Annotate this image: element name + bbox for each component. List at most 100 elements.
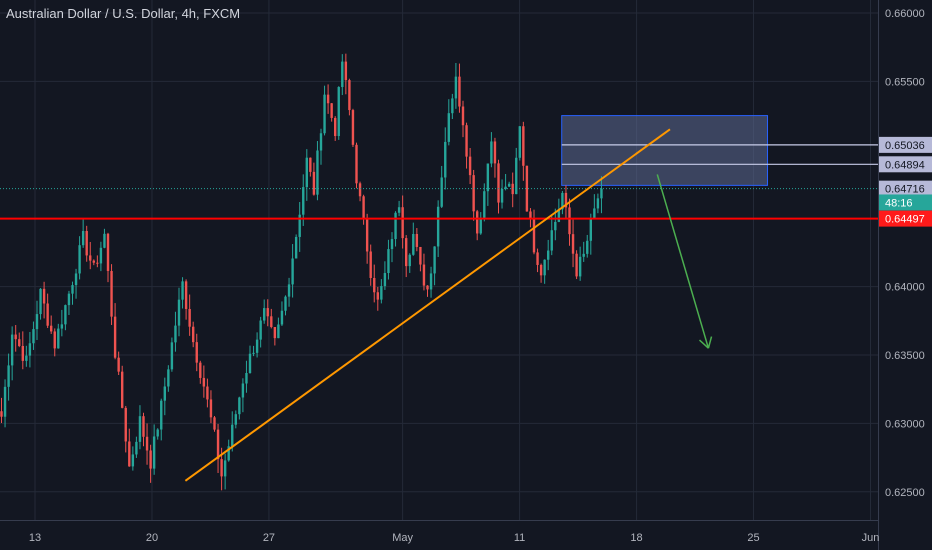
price-tag xyxy=(879,180,932,197)
candle-body xyxy=(483,191,486,218)
x-tick-label: May xyxy=(392,532,413,544)
candle-body xyxy=(461,106,465,126)
candle-body xyxy=(408,254,411,267)
price-tag xyxy=(879,210,932,227)
candle-body xyxy=(429,273,433,290)
price-tag-label: 0.64894 xyxy=(885,159,925,171)
candle-body xyxy=(89,255,92,261)
candle-body xyxy=(220,459,223,477)
y-tick-label: 0.63000 xyxy=(885,418,925,430)
candle-body xyxy=(571,234,575,254)
candle-body xyxy=(507,183,511,187)
candle-body xyxy=(287,284,291,297)
candle-body xyxy=(39,288,42,315)
candle-body xyxy=(92,260,95,263)
candle-body xyxy=(326,94,330,104)
drawing-layer-front xyxy=(0,128,878,482)
candle-body xyxy=(490,141,493,164)
candle-body xyxy=(529,211,532,219)
candle-body xyxy=(578,256,582,277)
candle-body xyxy=(124,407,127,442)
candle-body xyxy=(518,126,521,158)
price-tag-label: 0.64716 xyxy=(885,184,925,196)
arrow-head-icon xyxy=(698,339,709,349)
candle-body xyxy=(447,113,450,142)
candle-body xyxy=(145,436,149,451)
candle-body xyxy=(85,231,88,256)
candle-body xyxy=(373,277,376,293)
x-tick-label: 18 xyxy=(630,532,642,544)
candle-body xyxy=(472,175,475,212)
candle-body xyxy=(358,183,362,197)
candle-body xyxy=(397,207,401,213)
candle-body xyxy=(344,61,348,81)
bearish-arrow-line[interactable] xyxy=(656,174,710,349)
candle-body xyxy=(405,238,408,267)
candle-body xyxy=(18,339,21,347)
candle-body xyxy=(305,157,308,188)
candle-body xyxy=(451,98,454,114)
candle-body xyxy=(394,212,397,240)
candle-body xyxy=(337,87,340,137)
candle-body xyxy=(149,450,152,469)
candle-body xyxy=(28,343,32,356)
price-axis[interactable]: 0.66000 0.65500 0.64000 0.63500 0.63000 0.625… xyxy=(878,0,932,550)
candle-body xyxy=(227,446,230,461)
candle-body xyxy=(131,454,135,467)
resistance-zone[interactable] xyxy=(561,115,769,186)
candle-body xyxy=(362,196,365,219)
candle-body xyxy=(600,188,603,199)
y-tick-label: 0.64000 xyxy=(885,282,925,294)
candle-body xyxy=(280,310,284,325)
candle-body xyxy=(504,186,507,189)
arrow-head-icon xyxy=(707,336,713,349)
candle-body xyxy=(252,352,255,354)
candle-body xyxy=(209,399,213,418)
candle-body xyxy=(312,171,316,195)
candle-body xyxy=(291,258,294,285)
candle-body xyxy=(589,218,592,241)
time-axis[interactable]: 13 20 27 May 11 18 25 Jun xyxy=(0,520,880,545)
candle-body xyxy=(557,209,561,222)
drawing-layer-back xyxy=(561,115,769,186)
candle-body xyxy=(550,230,553,251)
candle-body xyxy=(390,239,394,250)
candle-body xyxy=(532,218,536,253)
candle-body xyxy=(522,126,525,166)
candle-body xyxy=(213,417,216,430)
candle-body xyxy=(330,103,333,118)
candle-body xyxy=(351,110,355,145)
candle-body xyxy=(334,117,337,137)
candle-body xyxy=(468,156,472,176)
candle-body xyxy=(486,163,490,192)
candle-body xyxy=(25,355,28,361)
candle-body xyxy=(465,125,468,157)
candle-body xyxy=(231,424,234,447)
candle-body xyxy=(323,94,326,134)
candle-body xyxy=(277,324,280,339)
candle-body xyxy=(582,253,585,257)
candles-layer xyxy=(0,53,603,491)
candle-body xyxy=(74,273,78,286)
candle-body xyxy=(248,353,252,374)
candle-body xyxy=(138,416,142,442)
candle-body xyxy=(266,308,269,317)
candle-body xyxy=(575,253,578,277)
candle-body xyxy=(284,296,287,311)
candle-body xyxy=(436,206,440,247)
candle-body xyxy=(568,207,571,235)
price-tag xyxy=(879,194,932,211)
candle-body xyxy=(515,157,518,195)
candle-body xyxy=(511,183,514,195)
candle-body xyxy=(316,150,319,195)
candle-body xyxy=(536,252,539,265)
candle-body xyxy=(21,346,24,361)
candle-body xyxy=(273,327,277,339)
x-tick-label: Jun xyxy=(862,532,880,544)
candle-body xyxy=(10,334,14,366)
candle-body xyxy=(3,386,7,417)
candle-body xyxy=(78,245,81,274)
ascending-trendline[interactable] xyxy=(184,128,671,482)
candle-body xyxy=(60,324,64,329)
